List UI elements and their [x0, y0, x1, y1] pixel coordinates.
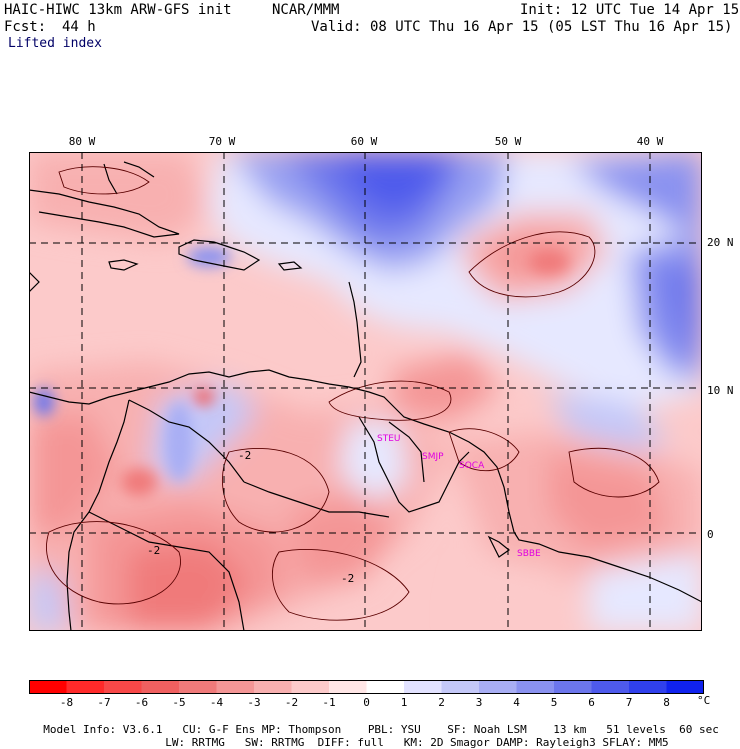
- colorbar-tick-label: -8: [59, 696, 74, 709]
- colorbar-tick-label: -2: [284, 696, 299, 709]
- lon-label-80w: 80 W: [68, 135, 96, 148]
- colorbar-tick-label: 7: [625, 696, 633, 709]
- colorbar-cell: [404, 680, 442, 694]
- station-label-smjp: SMJP: [422, 452, 444, 462]
- contour-label: -2: [147, 544, 160, 557]
- field-name: Lifted index: [8, 36, 102, 51]
- colorbar-cell: [516, 680, 555, 694]
- colorbar-cell: [441, 680, 480, 694]
- footer-item: SW: RRTMG: [244, 736, 305, 749]
- colorbar-tick-label: -4: [209, 696, 224, 709]
- colorbar-cell: [366, 680, 405, 694]
- footer-item: PBL: YSU: [367, 723, 421, 736]
- forecast-label: Fcst:: [4, 19, 47, 35]
- colorbar-tick-label: 4: [513, 696, 520, 709]
- colorbar: [29, 680, 704, 694]
- colorbar-tick-label: -1: [322, 696, 336, 709]
- footer-item: DIFF: full: [317, 736, 384, 749]
- colorbar-tick-label: -6: [134, 696, 149, 709]
- colorbar-cell: [104, 680, 142, 694]
- footer-item: 60 sec: [679, 723, 719, 736]
- colorbar-cell: [29, 680, 67, 694]
- colorbar-tick-label: -3: [247, 696, 261, 709]
- lat-label-10n: 10 N: [707, 384, 734, 397]
- colorbar-tick-label: 5: [550, 696, 558, 709]
- contour-label: -2: [341, 572, 354, 585]
- lat-label-20n: 20 N: [707, 236, 734, 249]
- colorbar-tick-label: 2: [438, 696, 445, 709]
- footer-item: CU: G-F Ens: [182, 723, 256, 736]
- colorbar-cell: [66, 680, 105, 694]
- colorbar-tick-label: 8: [663, 696, 670, 709]
- colorbar-cell: [554, 680, 592, 694]
- footer-item: SFLAY: MM5: [602, 736, 669, 749]
- forecast-hour: 44 h: [62, 19, 96, 35]
- station-label-steu: STEU: [377, 434, 400, 444]
- colorbar-tick-label: 6: [588, 696, 595, 709]
- colorbar-cell: [216, 680, 255, 694]
- colorbar-tick-label: -5: [172, 696, 186, 709]
- contours: [46, 166, 660, 621]
- footer-physics-info: LW: RRTMG SW: RRTMG DIFF: full KM: 2D Sm…: [152, 725, 669, 749]
- colorbar-cell: [291, 680, 330, 694]
- lon-label-50w: 50 W: [494, 135, 522, 148]
- model-title: HAIC-HIWC 13km ARW-GFS init: [4, 2, 232, 18]
- colorbar-cell: [141, 680, 180, 694]
- valid-time: Valid: 08 UTC Thu 16 Apr 15 (05 LST Thu …: [311, 19, 733, 35]
- lat-label-0: 0: [707, 528, 714, 541]
- colorbar-tick-label: 3: [475, 696, 483, 709]
- footer-item: SF: Noah LSM: [447, 723, 527, 736]
- footer-model-info: Model Info: V3.6.1 CU: G-F Ens MP: Thomp…: [30, 712, 719, 736]
- organization: NCAR/MMM: [272, 2, 340, 18]
- station-label-sbbe: SBBE: [517, 549, 541, 559]
- lon-label-40w: 40 W: [636, 135, 664, 148]
- footer-item: MP: Thompson: [261, 723, 342, 736]
- footer-item: Model Info: V3.6.1: [43, 723, 163, 736]
- footer-item: 51 levels: [606, 723, 666, 736]
- lon-label-70w: 70 W: [208, 135, 236, 148]
- colorbar-cell: [329, 680, 367, 694]
- init-time: Init: 12 UTC Tue 14 Apr 15: [520, 2, 740, 18]
- colorbar-cell: [666, 680, 704, 694]
- colorbar-cell: [479, 680, 517, 694]
- footer-item: 13 km: [553, 723, 587, 736]
- lat-lon-grid: [29, 152, 702, 631]
- colorbar-cell: [254, 680, 292, 694]
- lifted-index-map: -2 -2 -2 STEU SMJP SOCA SBBE: [29, 152, 702, 631]
- station-label-soca: SOCA: [459, 461, 485, 471]
- footer-item: LW: RRTMG: [165, 736, 225, 749]
- footer-item: DAMP: Rayleigh3: [496, 736, 596, 749]
- contour-label: -2: [238, 449, 251, 462]
- footer-item: KM: 2D Smagor: [403, 736, 490, 749]
- colorbar-cell: [629, 680, 667, 694]
- shaded-field: [29, 152, 702, 631]
- lon-label-60w: 60 W: [350, 135, 378, 148]
- colorbar-tick-label: 0: [363, 696, 370, 709]
- colorbar-cell: [591, 680, 630, 694]
- map-frame: [29, 152, 702, 631]
- colorbar-cell: [179, 680, 217, 694]
- colorbar-tick-label: 1: [400, 696, 408, 709]
- colorbar-unit: °C: [697, 694, 711, 707]
- colorbar-tick-label: -7: [97, 696, 111, 709]
- coastlines: [29, 161, 702, 631]
